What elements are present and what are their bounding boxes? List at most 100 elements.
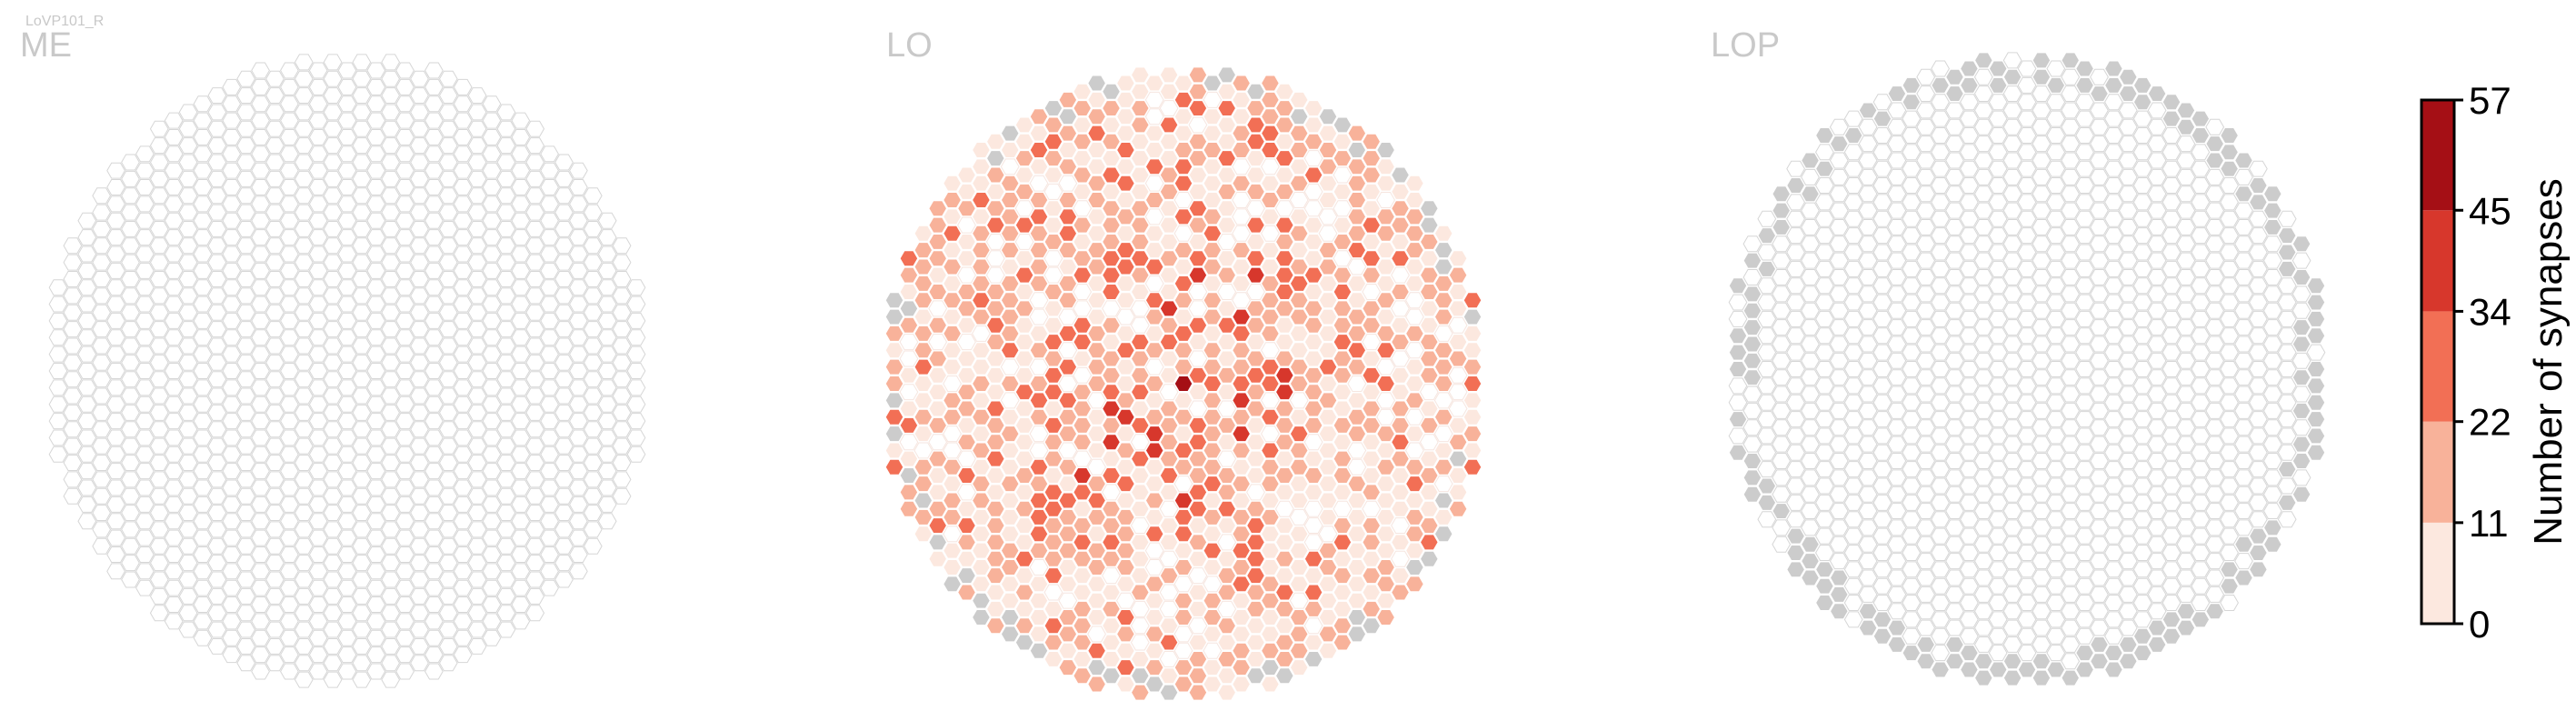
hex-column [467, 454, 487, 471]
hex-column-level-1 [1087, 325, 1106, 342]
hex-column [2046, 344, 2066, 361]
hex-column [2032, 603, 2052, 620]
hex-column [280, 329, 299, 346]
hex-column-no-data [1742, 486, 1762, 503]
hex-column [236, 137, 256, 155]
hex-column-level-1 [1274, 466, 1294, 484]
hex-column-level-0 [1159, 200, 1179, 217]
hex-column-level-0 [1116, 275, 1135, 292]
hex-column [352, 437, 372, 455]
hex-column-level-2 [1029, 526, 1049, 543]
hex-column-level-0 [1362, 350, 1382, 367]
hex-column [178, 354, 198, 371]
hex-column [1945, 402, 1964, 419]
hex-column [352, 421, 372, 438]
hex-column-no-data [899, 466, 919, 484]
hex-column [265, 120, 285, 137]
hex-column [2118, 185, 2138, 203]
hex-column-no-data [1742, 352, 1762, 369]
hex-column-level-1 [1203, 426, 1223, 443]
hex-column [1988, 544, 2008, 561]
hex-column-level-0 [928, 266, 948, 284]
hex-column [395, 646, 414, 664]
hex-column-level-2 [1274, 216, 1294, 234]
hex-column-level-0 [914, 225, 934, 242]
hex-column-level-1 [1419, 284, 1439, 301]
hex-column [1858, 218, 1878, 235]
hex-column-no-data [1728, 327, 1748, 345]
hex-column-level-0 [1376, 508, 1395, 526]
hex-column-no-data [2306, 310, 2326, 327]
hex-column-level-1 [1087, 108, 1106, 125]
hex-column [308, 195, 328, 213]
hex-map-me [48, 54, 646, 688]
hex-column [121, 337, 140, 355]
hex-column [1887, 603, 1907, 620]
hex-column [1988, 611, 2008, 628]
hex-column [106, 529, 125, 546]
colorbar-label: Number of synapses [2526, 178, 2571, 546]
hex-column-level-1 [1087, 242, 1106, 259]
hex-column [1188, 567, 1208, 585]
hex-column-level-1 [1087, 476, 1106, 493]
hex-column [569, 279, 588, 296]
hex-column-no-data [1801, 569, 1820, 586]
hex-column [2032, 586, 2052, 603]
hex-column [2075, 227, 2094, 245]
hex-column [2249, 477, 2268, 495]
hex-column [554, 421, 574, 438]
hex-column [135, 446, 155, 463]
hex-column-level-1 [1289, 642, 1309, 659]
hex-column [1902, 177, 1922, 195]
hex-column [1931, 561, 1950, 578]
hex-column-level-0 [1347, 392, 1367, 409]
hex-column [2176, 419, 2196, 436]
hex-column [149, 605, 169, 622]
hex-column-level-0 [1014, 316, 1034, 334]
hex-column [496, 487, 516, 505]
hex-column-level-0 [1000, 442, 1020, 459]
hex-column-level-1 [1058, 91, 1078, 108]
hex-column [1815, 244, 1834, 261]
hex-column-level-0 [1433, 442, 1453, 459]
hex-column [366, 646, 386, 664]
hex-column-level-0 [1203, 526, 1223, 543]
hex-column [1772, 519, 1792, 536]
hex-column-level-1 [1362, 534, 1382, 551]
hex-column [2205, 319, 2225, 336]
hex-column [381, 571, 401, 588]
hex-column [2032, 636, 2052, 653]
hex-column [92, 454, 112, 471]
hex-column [583, 237, 603, 255]
hex-column [2075, 344, 2094, 361]
hex-column [1988, 494, 2008, 511]
hex-column [236, 521, 256, 538]
hex-column [2075, 461, 2094, 478]
hex-column [135, 345, 155, 363]
hex-column-level-2 [972, 292, 991, 309]
hex-column [438, 471, 458, 488]
hex-column [438, 170, 458, 187]
hex-column [207, 371, 227, 388]
hex-column-level-2 [1116, 141, 1135, 158]
hex-column-level-0 [1391, 567, 1410, 585]
hex-column [337, 162, 357, 179]
hex-column [525, 454, 545, 471]
hex-column-level-0 [914, 526, 934, 543]
hex-column-level-0 [1073, 500, 1093, 517]
hex-column [308, 345, 328, 363]
hex-column [294, 387, 314, 405]
hex-column [2032, 369, 2052, 386]
hex-column [438, 220, 458, 237]
hex-column-level-2 [1029, 141, 1049, 158]
hex-column [2032, 569, 2052, 586]
hex-column [2075, 294, 2094, 311]
hex-column [48, 413, 68, 430]
hex-column-level-0 [1159, 83, 1179, 100]
hex-column-level-1 [1188, 684, 1208, 701]
hex-column [1916, 452, 1936, 469]
hex-column-level-0 [1333, 216, 1353, 234]
hex-column-level-2 [1333, 534, 1353, 551]
hex-column [2032, 536, 2052, 553]
